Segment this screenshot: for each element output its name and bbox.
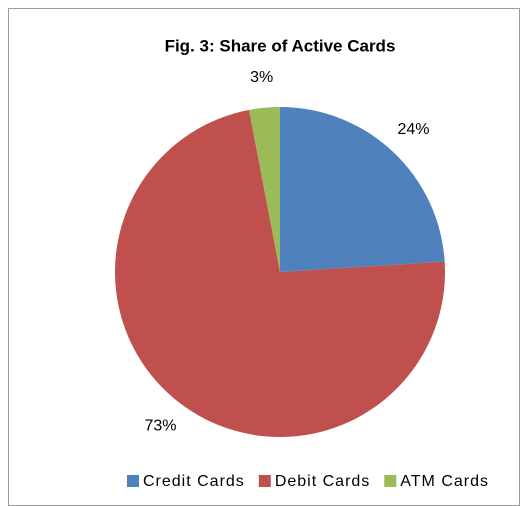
pie-slice	[249, 107, 280, 272]
data-label: 73%	[144, 417, 176, 434]
legend-label: ATM Cards	[400, 473, 489, 490]
data-label: 3%	[250, 69, 273, 86]
pie-slice	[280, 107, 445, 272]
data-label: 24%	[397, 121, 429, 138]
legend-swatch	[258, 475, 271, 487]
legend-label: Credit Cards	[143, 473, 245, 490]
chart-title: Fig. 3: Share of Active Cards	[165, 36, 396, 55]
pie-slice	[114, 109, 445, 437]
legend-swatch	[384, 475, 397, 487]
legend-label: Debit Cards	[275, 473, 370, 490]
legend-swatch	[127, 475, 139, 487]
